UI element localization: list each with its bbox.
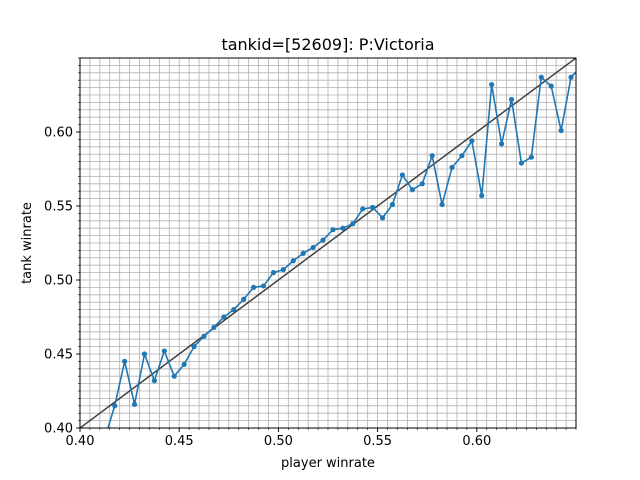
x-tick-label: 0.50 xyxy=(264,434,293,449)
data-point xyxy=(538,74,544,80)
y-tick-label: 0.40 xyxy=(44,422,73,437)
data-point xyxy=(290,258,296,264)
y-tick-label: 0.45 xyxy=(44,348,73,363)
data-point xyxy=(330,227,336,233)
data-point xyxy=(360,206,366,212)
x-tick-label: 0.60 xyxy=(462,434,491,449)
data-point xyxy=(439,201,445,208)
data-point xyxy=(280,267,286,273)
y-tick-label: 0.55 xyxy=(44,200,73,215)
data-point xyxy=(211,324,217,330)
series-group xyxy=(107,70,576,428)
data-point xyxy=(181,361,187,367)
data-point xyxy=(201,333,207,339)
reference-line-group xyxy=(80,58,576,428)
data-point xyxy=(479,193,485,199)
x-tick-label: 0.55 xyxy=(363,434,392,449)
data-point xyxy=(112,403,118,409)
data-point xyxy=(489,82,495,88)
data-point xyxy=(191,344,197,350)
data-point xyxy=(429,153,435,159)
reference-line xyxy=(80,58,576,428)
data-point xyxy=(459,153,465,159)
data-point xyxy=(370,204,376,211)
grid xyxy=(79,57,577,429)
data-point xyxy=(399,172,405,178)
data-point xyxy=(419,181,425,187)
data-point xyxy=(499,141,505,147)
data-point xyxy=(350,221,356,227)
data-point xyxy=(340,225,346,231)
data-point xyxy=(379,215,386,221)
y-axis: 0.40 0.45 0.50 0.55 0.60 xyxy=(44,57,80,437)
data-point xyxy=(260,283,267,289)
data-point xyxy=(131,401,138,407)
data-point xyxy=(251,284,257,290)
data-point xyxy=(231,307,237,313)
data-point xyxy=(151,378,157,384)
data-point xyxy=(270,270,277,276)
data-point xyxy=(389,201,396,208)
data-point xyxy=(548,83,554,89)
data-point xyxy=(241,296,247,302)
data-point xyxy=(558,127,564,134)
data-point xyxy=(320,237,326,243)
x-tick-label: 0.45 xyxy=(165,434,194,449)
data-point xyxy=(141,351,148,357)
data-point xyxy=(300,250,306,256)
chart-title: tankid=[52609]: P:Victoria xyxy=(221,35,434,54)
data-point xyxy=(122,358,128,364)
data-point xyxy=(171,373,177,379)
y-tick-label: 0.50 xyxy=(44,274,73,289)
x-tick-label: 0.40 xyxy=(66,434,95,449)
data-point xyxy=(310,244,316,251)
data-point xyxy=(508,96,515,103)
x-axis: 0.40 0.45 0.50 0.55 0.60 xyxy=(66,428,577,449)
data-point xyxy=(469,138,475,144)
y-axis-label: tank winrate xyxy=(20,202,35,284)
data-point xyxy=(221,314,227,320)
data-point xyxy=(449,164,455,171)
data-point xyxy=(161,348,167,354)
x-axis-label: player winrate xyxy=(281,456,375,471)
data-point xyxy=(409,187,415,193)
y-tick-label: 0.60 xyxy=(44,126,73,141)
data-point xyxy=(518,160,525,166)
data-point xyxy=(528,154,534,160)
data-point xyxy=(568,74,574,80)
